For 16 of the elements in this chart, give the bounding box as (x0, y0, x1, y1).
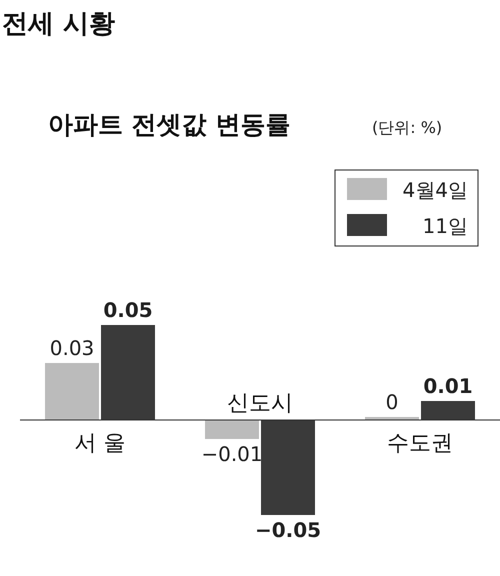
bar (45, 363, 99, 420)
legend-label: 11일 (422, 214, 468, 238)
data-label: −0.01 (201, 442, 263, 466)
bar (205, 420, 259, 439)
x-tick-label: 수도권 (387, 431, 453, 456)
data-label: 0.03 (50, 336, 94, 360)
data-label: −0.05 (254, 518, 322, 542)
data-label: 0.01 (423, 374, 473, 398)
legend-label: 4월4일 (402, 178, 468, 202)
data-label: 0.05 (103, 298, 153, 322)
chart-title: 전세 시황 (2, 9, 116, 39)
x-tick-label: 서 울 (74, 431, 126, 456)
text: (단위: %) (372, 118, 442, 137)
data-label: 0 (386, 390, 398, 414)
chart-subtitle: 아파트 전셋값 변동률 (48, 110, 290, 139)
x-tick-label: 신도시 (227, 391, 293, 416)
